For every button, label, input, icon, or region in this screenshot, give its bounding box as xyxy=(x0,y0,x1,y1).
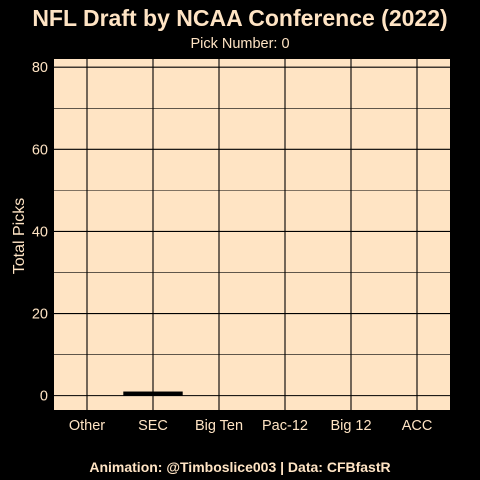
x-tick-label: Other xyxy=(69,418,105,434)
chart-subtitle: Pick Number: 0 xyxy=(190,36,290,52)
y-tick-label: 80 xyxy=(32,60,48,76)
x-tick-label: Pac-12 xyxy=(262,418,308,434)
y-gridlines xyxy=(54,66,450,397)
x-tick-label: Big Ten xyxy=(195,418,243,434)
x-tick-label: ACC xyxy=(402,418,433,434)
x-tick-labels: Other SEC Big Ten Pac-12 Big 12 ACC xyxy=(69,418,432,434)
y-tick-label: 40 xyxy=(32,224,48,240)
chart-caption: Animation: @Timboslice003 | Data: CFBfas… xyxy=(89,459,391,475)
y-tick-label: 60 xyxy=(32,142,48,158)
x-tick-label: SEC xyxy=(138,418,168,434)
y-axis-title: Total Picks xyxy=(11,198,28,274)
bars xyxy=(123,391,183,396)
plot-panel xyxy=(54,59,450,410)
x-tick-label: Big 12 xyxy=(330,418,371,434)
chart-title: NFL Draft by NCAA Conference (2022) xyxy=(32,5,448,31)
y-tick-label: 0 xyxy=(40,389,48,405)
y-tick-label: 20 xyxy=(32,307,48,323)
y-tick-labels: 0 20 40 60 80 xyxy=(32,60,48,404)
bar-sec xyxy=(123,391,183,396)
x-gridlines xyxy=(86,59,418,410)
